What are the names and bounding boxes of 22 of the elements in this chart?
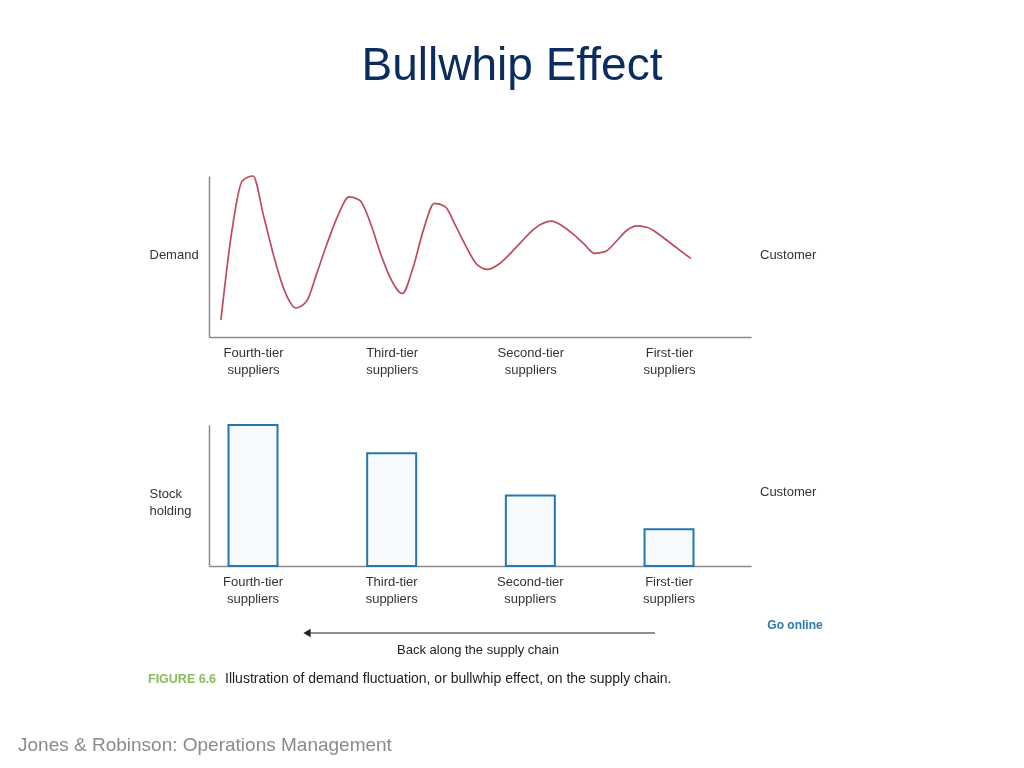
bar [504,494,556,567]
bar [366,452,418,567]
caption: FIGURE 6.6 [148,672,217,686]
text: Customer [760,247,818,262]
text: Illustration of demand fluctuation, or bullwhip effect, on the supply chain. [225,670,672,686]
text: Back along the supply chain [397,642,559,657]
x-tick-label: Third-tier suppliers [366,344,419,377]
bar [227,424,279,567]
text: Jones & Robinson: Operations Management [18,734,393,755]
x-tick-label: Fourth-tier suppliers [223,573,284,606]
y-axis-title: Stock holding [149,486,192,518]
bar [643,528,695,567]
text: Go online [767,618,823,632]
chart-title: Bullwhip Effect [361,38,663,90]
x-tick-label: Second-tier suppliers [497,344,565,377]
x-tick-label: First-tier suppliers [643,344,697,377]
x-tick-label: Fourth-tier suppliers [223,344,285,377]
x-tick-label: First-tier suppliers [642,573,696,606]
x-tick-label: Third-tier suppliers [365,573,419,606]
text: Customer [760,484,818,499]
y-axis-title: Demand [149,247,199,262]
x-tick-label: Second-tier suppliers [497,573,565,606]
